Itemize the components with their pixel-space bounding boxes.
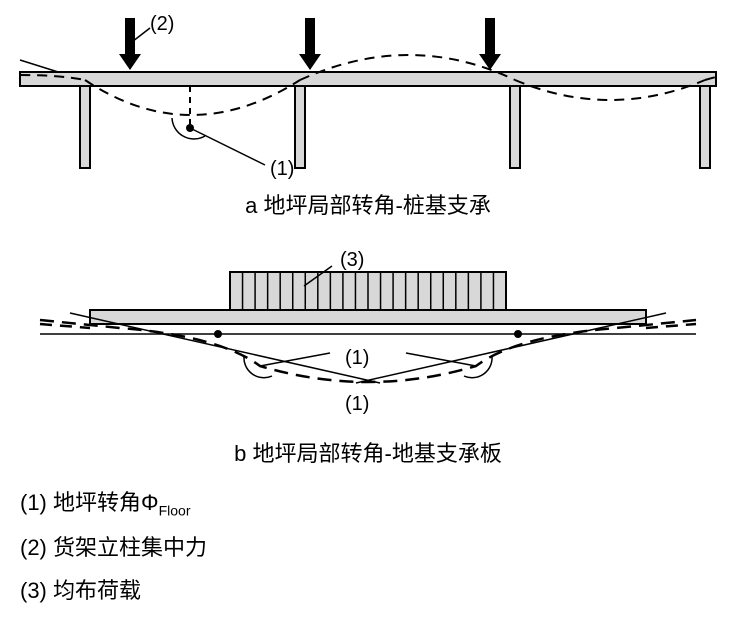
legend-3-num: (3) (20, 578, 47, 603)
legend-1-sub: Floor (159, 502, 191, 518)
legend-3-text: 均布荷载 (53, 578, 141, 603)
svg-text:(3): (3) (340, 249, 364, 271)
diagram-b-svg: (3) (1) (1) (0, 228, 736, 428)
legend-1-num: (1) (20, 490, 47, 515)
diagram-b-container: (3) (1) (1) b 地坪局部转角-地基支承板 (0, 228, 736, 468)
diagram-a-svg: (2) (1) (0, 0, 736, 180)
svg-text:(1): (1) (345, 347, 369, 369)
diagram-b-caption: b 地坪局部转角-地基支承板 (0, 436, 736, 468)
diagram-a-caption: a 地坪局部转角-桩基支承 (0, 188, 736, 220)
svg-text:(1): (1) (270, 158, 294, 180)
legend-item-3: (3) 均布荷载 (20, 576, 736, 607)
diagram-a-container: (2) (1) a 地坪局部转角-桩基支承 (0, 0, 736, 220)
legend-2-text: 货架立柱集中力 (53, 535, 207, 560)
legend: (1) 地坪转角ΦFloor (2) 货架立柱集中力 (3) 均布荷载 (20, 488, 736, 607)
legend-1-text: 地坪转角Φ (53, 490, 159, 515)
legend-item-1: (1) 地坪转角ΦFloor (20, 488, 736, 521)
svg-text:(2): (2) (150, 13, 174, 35)
legend-item-2: (2) 货架立柱集中力 (20, 533, 736, 564)
legend-2-num: (2) (20, 535, 47, 560)
svg-text:(1): (1) (345, 393, 369, 415)
